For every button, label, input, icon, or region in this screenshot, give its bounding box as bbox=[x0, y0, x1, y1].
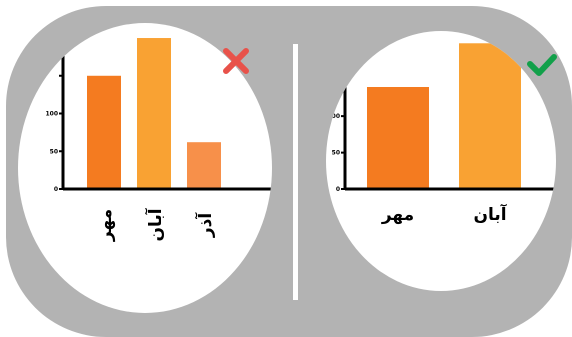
chart-wrong-category-labels: مهر آبان آذر bbox=[96, 207, 216, 242]
bar-wrong-3 bbox=[187, 142, 221, 189]
panel-divider bbox=[293, 44, 298, 300]
bar-correct-2 bbox=[459, 43, 521, 190]
panel-correct: 0 50 00 مهر آبان bbox=[326, 31, 557, 291]
check-icon bbox=[527, 54, 557, 76]
y-tick-label-wrong-1: 50 bbox=[50, 148, 58, 155]
y-tick-label-correct-1: 50 bbox=[332, 150, 340, 157]
cross-icon bbox=[223, 48, 249, 74]
category-label-correct-1: مهر bbox=[381, 205, 414, 225]
panel-correct-ellipse bbox=[326, 31, 556, 291]
y-tick-label-wrong-0: 0 bbox=[54, 186, 58, 193]
category-label-wrong-2: آبان bbox=[144, 207, 166, 241]
panel-wrong: 0 50 100 مهر آبان آذر bbox=[18, 23, 272, 313]
chart-correct: 0 50 00 bbox=[332, 43, 556, 193]
y-tick-label-correct-2: 00 bbox=[332, 113, 340, 120]
bar-correct-1 bbox=[367, 87, 429, 189]
category-label-wrong-1: مهر bbox=[96, 209, 116, 242]
category-label-wrong-3: آذر bbox=[194, 212, 216, 239]
y-tick-label-correct-0: 0 bbox=[336, 186, 340, 193]
y-tick-label-wrong-2: 100 bbox=[45, 111, 58, 118]
chart-wrong: 0 50 100 bbox=[45, 32, 272, 193]
chart-correct-category-labels: مهر آبان bbox=[381, 203, 508, 225]
bar-wrong-2 bbox=[137, 38, 171, 189]
bar-wrong-1 bbox=[87, 75, 121, 189]
category-label-correct-2: آبان bbox=[473, 203, 507, 225]
